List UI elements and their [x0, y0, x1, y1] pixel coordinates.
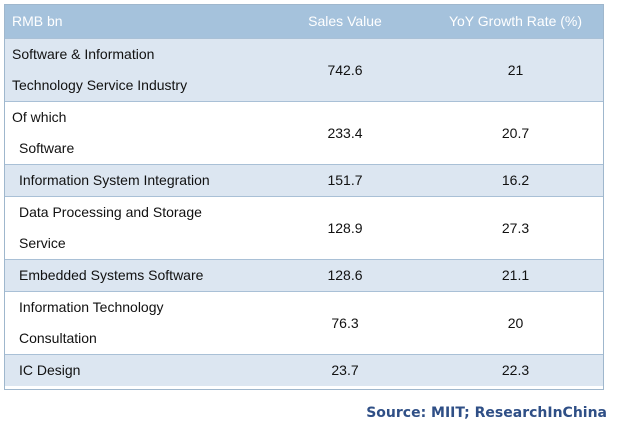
header-unit: RMB bn — [12, 13, 63, 30]
row-label-cell: Data Processing and Storage Service — [5, 195, 262, 259]
sales-value-cell: 742.6 — [262, 37, 428, 101]
yoy-growth-cell: 21.1 — [428, 258, 603, 291]
row-label-line: Technology Service Industry — [12, 76, 188, 93]
row-label-line: IC Design — [19, 361, 81, 378]
table-header-row: RMB bn Sales Value YoY Growth Rate (%) — [5, 5, 603, 38]
table-body: Software & Information Technology Service… — [5, 37, 603, 386]
table-row: Embedded Systems Software 128.6 21.1 — [5, 258, 603, 291]
table-row: Information Technology Consultation 76.3 20 — [5, 290, 603, 354]
row-label-cell: Information System Integration — [5, 163, 262, 196]
sales-value-cell: 151.7 — [262, 163, 428, 196]
yoy-growth-cell: 20.7 — [428, 100, 603, 164]
yoy-growth-cell: 27.3 — [428, 195, 603, 259]
row-label-line: Information System Integration — [19, 171, 210, 188]
header-sales-value: Sales Value — [308, 13, 382, 30]
source-note: Source: MIIT; ResearchInChina — [366, 405, 607, 421]
sales-value-cell: 23.7 — [262, 353, 428, 386]
row-label-line: Of which — [12, 108, 67, 125]
row-label-line: Data Processing and Storage — [19, 203, 202, 220]
data-table-container: RMB bn Sales Value YoY Growth Rate (%) S… — [4, 4, 604, 390]
table-row: Of which Software 233.4 20.7 — [5, 100, 603, 164]
row-label-line: Consultation — [19, 329, 97, 346]
row-label-cell: Information Technology Consultation — [5, 290, 262, 354]
table-row: Software & Information Technology Service… — [5, 37, 603, 101]
row-label-line: Software & Information — [12, 45, 155, 62]
sales-value-cell: 128.9 — [262, 195, 428, 259]
yoy-growth-cell: 16.2 — [428, 163, 603, 196]
row-label-cell: Embedded Systems Software — [5, 258, 262, 291]
table-row: Information System Integration 151.7 16.2 — [5, 163, 603, 196]
sales-table: RMB bn Sales Value YoY Growth Rate (%) S… — [5, 5, 603, 386]
row-label-cell: Software & Information Technology Service… — [5, 37, 262, 101]
row-label-line: Service — [19, 234, 66, 251]
table-row: Data Processing and Storage Service 128.9 2… — [5, 195, 603, 259]
row-label-line: Software — [19, 139, 75, 156]
row-label-cell: IC Design — [5, 353, 262, 386]
yoy-growth-cell: 21 — [428, 37, 603, 101]
row-label-line: Information Technology — [19, 298, 164, 315]
sales-value-cell: 128.6 — [262, 258, 428, 291]
sales-value-cell: 76.3 — [262, 290, 428, 354]
row-label-line: Embedded Systems Software — [19, 266, 204, 283]
table-row: IC Design 23.7 22.3 — [5, 353, 603, 386]
row-label-cell: Of which Software — [5, 100, 262, 164]
yoy-growth-cell: 22.3 — [428, 353, 603, 386]
yoy-growth-cell: 20 — [428, 290, 603, 354]
header-yoy-growth: YoY Growth Rate (%) — [448, 13, 583, 30]
sales-value-cell: 233.4 — [262, 100, 428, 164]
